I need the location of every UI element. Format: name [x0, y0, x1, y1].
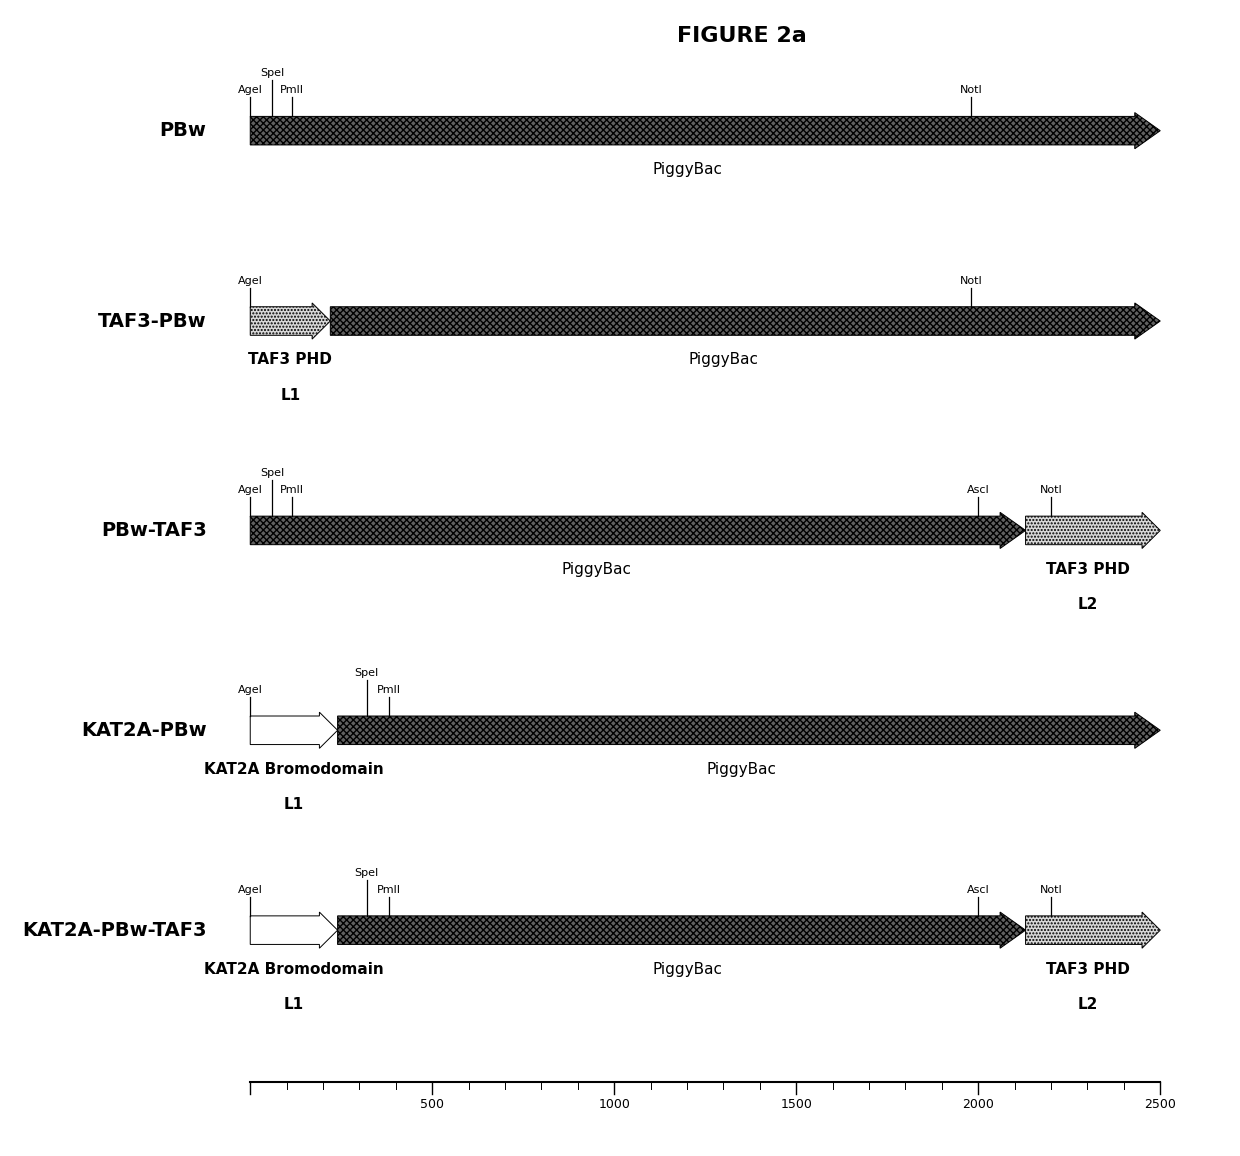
Text: KAT2A-PBw: KAT2A-PBw — [81, 721, 207, 740]
Text: FIGURE 2a: FIGURE 2a — [677, 25, 806, 46]
Text: L1: L1 — [284, 996, 304, 1012]
Text: 2000: 2000 — [962, 1098, 994, 1111]
Text: SpeI: SpeI — [260, 468, 284, 479]
Text: L1: L1 — [280, 387, 300, 402]
Text: PiggyBac: PiggyBac — [688, 353, 759, 368]
Text: NotI: NotI — [960, 86, 982, 96]
Text: AscI: AscI — [967, 885, 990, 895]
FancyArrow shape — [250, 712, 337, 748]
Text: L1: L1 — [284, 796, 304, 812]
Text: NotI: NotI — [1039, 885, 1063, 895]
Text: TAF3 PHD: TAF3 PHD — [1045, 962, 1130, 977]
Text: PmlI: PmlI — [280, 86, 304, 96]
Text: KAT2A Bromodomain: KAT2A Bromodomain — [205, 962, 384, 977]
Text: 500: 500 — [420, 1098, 444, 1111]
Text: L2: L2 — [1078, 596, 1097, 612]
Text: TAF3-PBw: TAF3-PBw — [98, 311, 207, 331]
FancyArrow shape — [1025, 912, 1161, 948]
FancyArrow shape — [330, 303, 1161, 339]
Text: AgeI: AgeI — [238, 276, 263, 286]
Text: AgeI: AgeI — [238, 86, 263, 96]
Text: AscI: AscI — [967, 486, 990, 495]
FancyArrow shape — [250, 112, 1161, 149]
Text: 2500: 2500 — [1145, 1098, 1177, 1111]
Text: SpeI: SpeI — [260, 68, 284, 79]
Text: PiggyBac: PiggyBac — [652, 162, 722, 177]
FancyArrow shape — [1025, 512, 1161, 548]
Text: PmlI: PmlI — [280, 486, 304, 495]
Text: TAF3 PHD: TAF3 PHD — [248, 353, 332, 368]
Text: NotI: NotI — [1039, 486, 1063, 495]
Text: AgeI: AgeI — [238, 486, 263, 495]
FancyArrow shape — [250, 912, 337, 948]
Text: AgeI: AgeI — [238, 686, 263, 695]
FancyArrow shape — [337, 712, 1161, 748]
FancyArrow shape — [337, 912, 1025, 948]
Text: PiggyBac: PiggyBac — [560, 562, 631, 577]
Text: SpeI: SpeI — [355, 868, 379, 877]
Text: L2: L2 — [1078, 996, 1097, 1012]
Text: AgeI: AgeI — [238, 885, 263, 895]
Text: KAT2A-PBw-TAF3: KAT2A-PBw-TAF3 — [22, 920, 207, 940]
Text: PBw-TAF3: PBw-TAF3 — [100, 521, 207, 540]
Text: 1000: 1000 — [599, 1098, 630, 1111]
Text: PBw: PBw — [160, 121, 207, 140]
FancyArrow shape — [250, 303, 330, 339]
Text: NotI: NotI — [960, 276, 982, 286]
Text: PmlI: PmlI — [377, 686, 401, 695]
Text: PmlI: PmlI — [377, 885, 401, 895]
FancyArrow shape — [250, 512, 1025, 548]
Text: PiggyBac: PiggyBac — [652, 962, 722, 977]
Text: 1500: 1500 — [780, 1098, 812, 1111]
Text: SpeI: SpeI — [355, 668, 379, 677]
Text: KAT2A Bromodomain: KAT2A Bromodomain — [205, 762, 384, 777]
Text: PiggyBac: PiggyBac — [707, 762, 776, 777]
Text: TAF3 PHD: TAF3 PHD — [1045, 562, 1130, 577]
